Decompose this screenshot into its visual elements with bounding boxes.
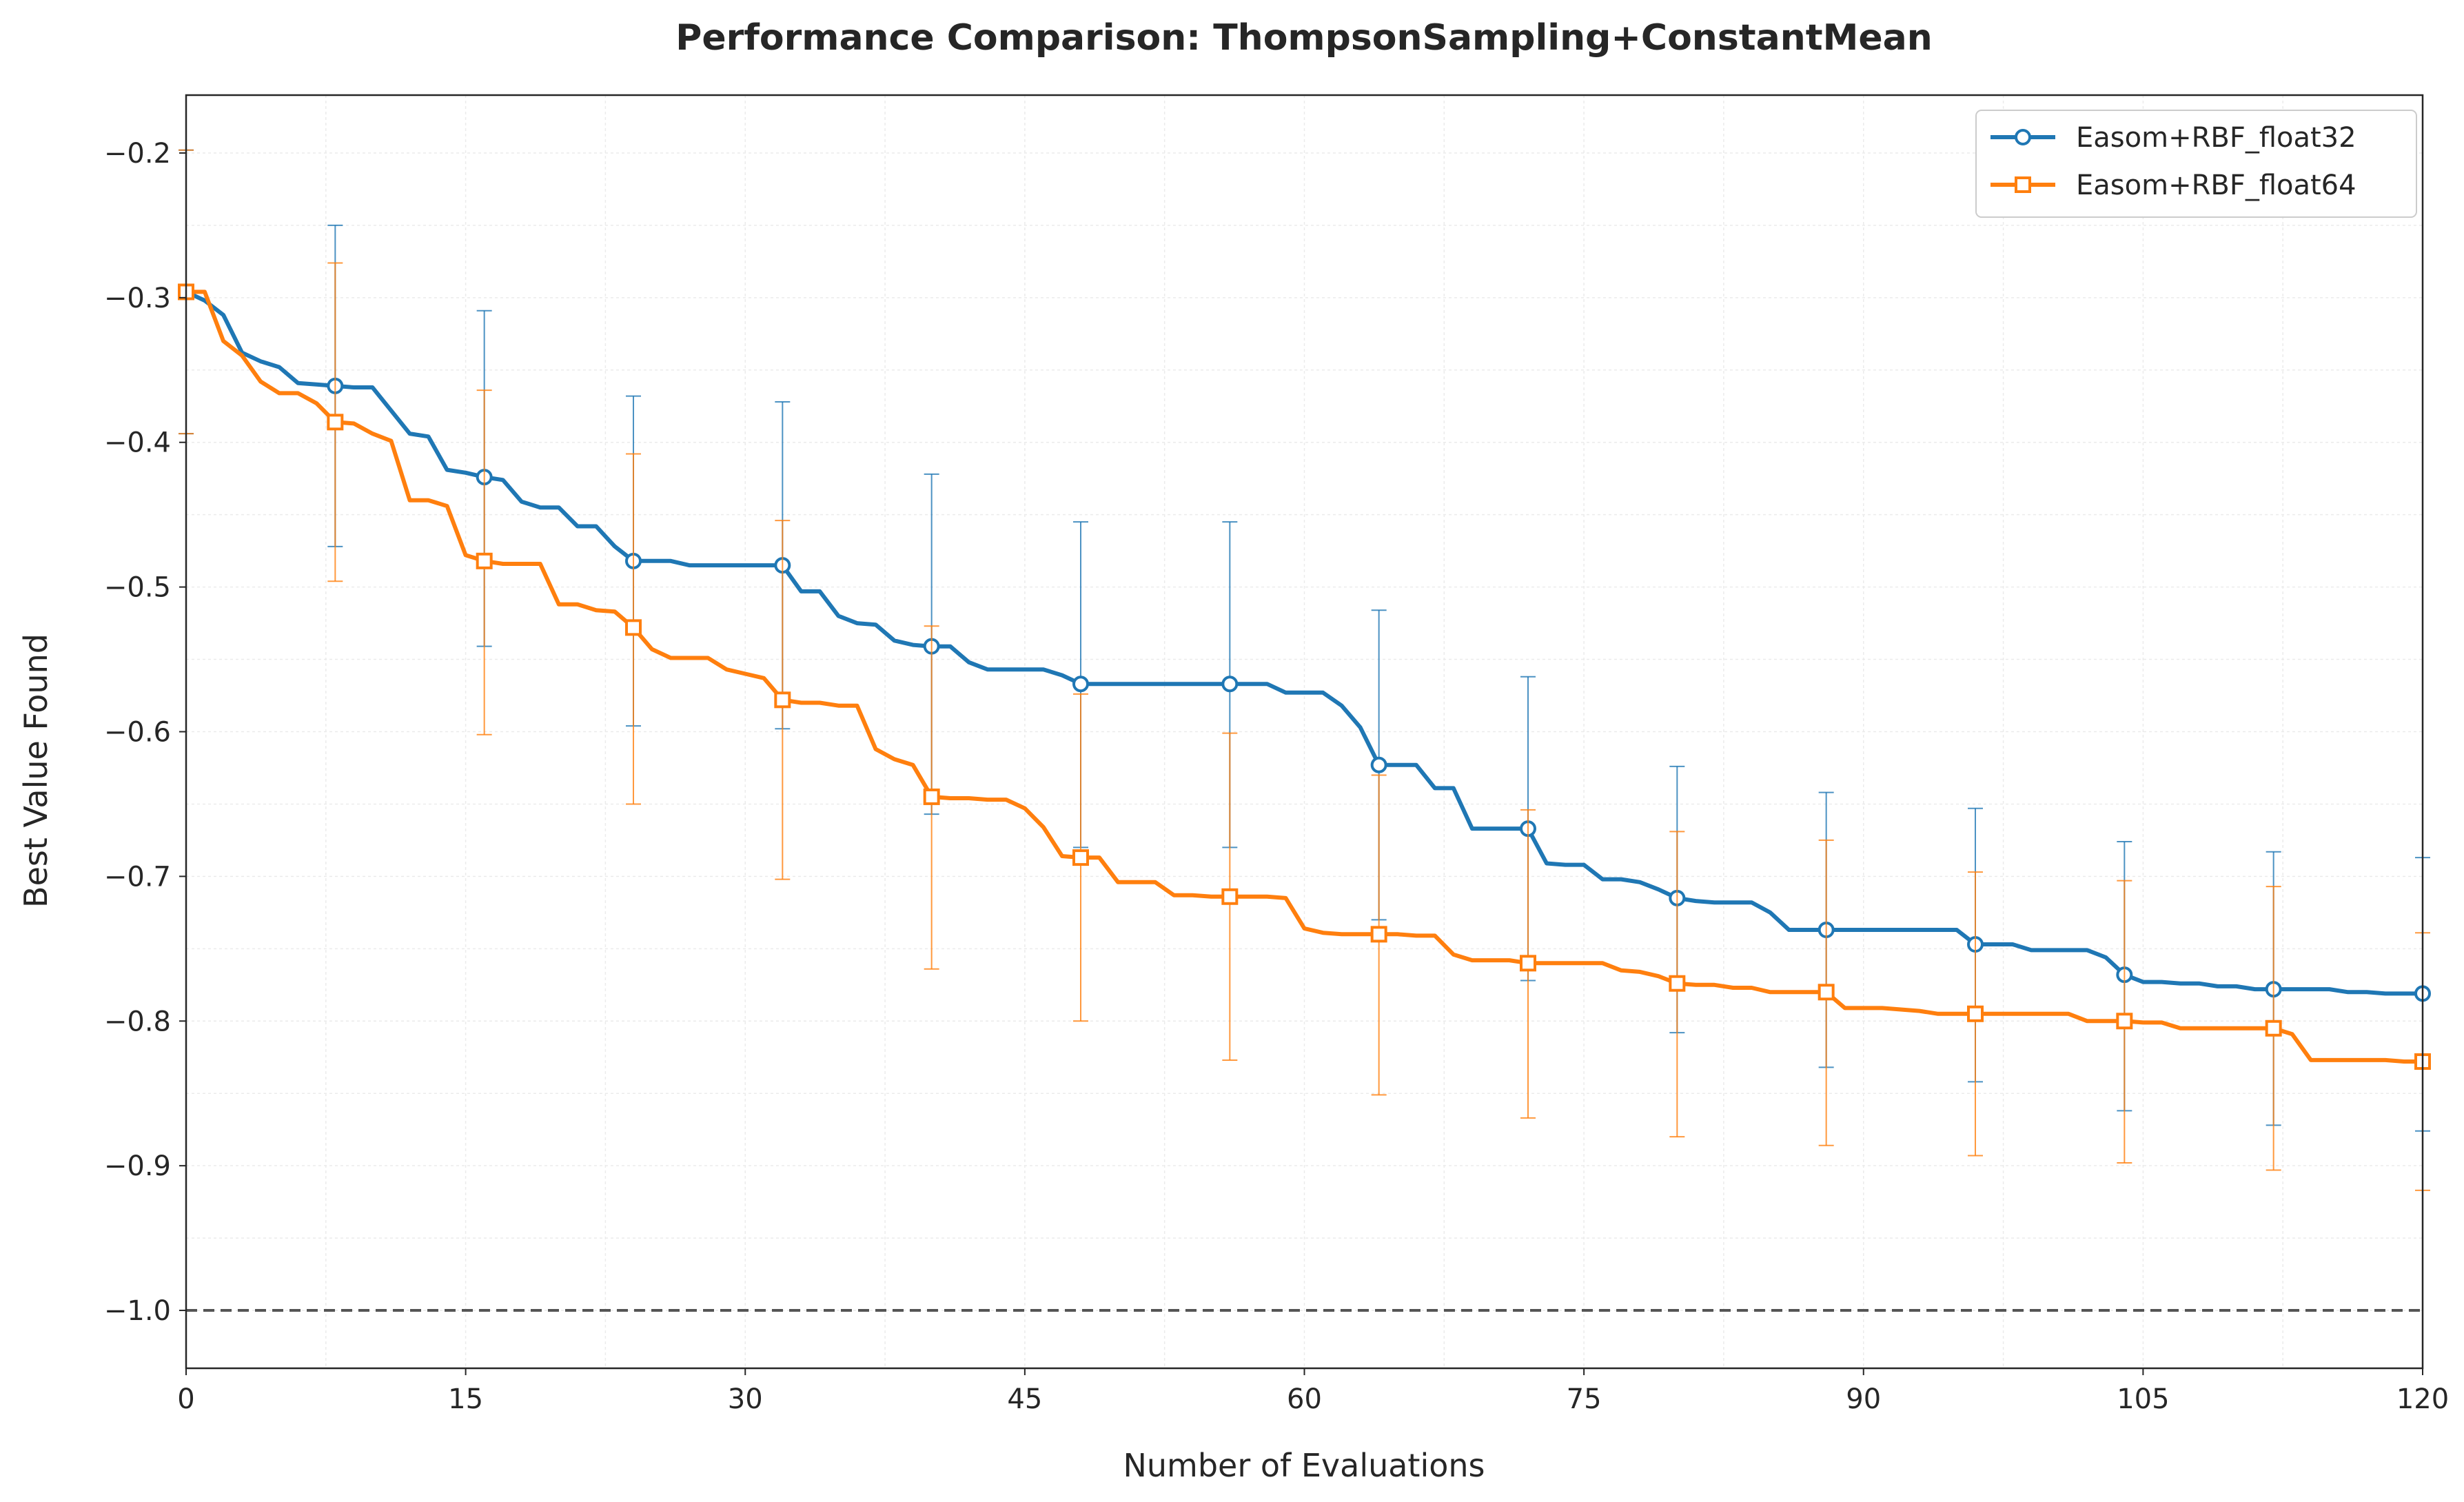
data-point-square bbox=[923, 788, 940, 805]
x-tick-label: 15 bbox=[448, 1383, 483, 1415]
data-point-square bbox=[476, 552, 493, 569]
legend-label-float64: Easom+RBF_float64 bbox=[2076, 170, 2356, 201]
x-axis-ticks: 0 15 30 45 60 75 90 105 120 bbox=[177, 1368, 2449, 1415]
data-point-square bbox=[1818, 984, 1835, 1001]
y-tick-label: −0.7 bbox=[104, 861, 171, 893]
chart-title: Performance Comparison: ThompsonSampling… bbox=[675, 17, 1932, 59]
y-tick-label: −0.8 bbox=[104, 1006, 171, 1037]
y-axis-ticks: −1.0 −0.9 −0.8 −0.7 −0.6 −0.5 −0.4 −0.3 −0.2 bbox=[104, 138, 186, 1327]
y-tick-label: −0.2 bbox=[104, 138, 171, 170]
legend-entry-float64: Easom+RBF_float64 bbox=[1990, 170, 2356, 201]
data-point-square bbox=[1520, 955, 1536, 972]
data-point-square bbox=[1221, 888, 1239, 905]
legend-marker-square bbox=[2015, 176, 2031, 193]
series-line bbox=[186, 290, 2423, 1064]
data-point-square bbox=[1967, 1005, 1984, 1022]
legend-label-float32: Easom+RBF_float32 bbox=[2076, 122, 2356, 154]
y-tick-label: −1.0 bbox=[104, 1295, 171, 1327]
legend-marker-circle bbox=[2015, 129, 2031, 145]
y-tick-label: −0.4 bbox=[104, 427, 171, 459]
y-tick-label: −0.6 bbox=[104, 717, 171, 749]
series-line bbox=[185, 290, 2423, 996]
y-tick-label: −0.5 bbox=[104, 572, 171, 604]
data-point-square bbox=[2265, 1019, 2282, 1037]
x-axis-label: Number of Evaluations bbox=[1123, 1447, 1485, 1484]
data-point-square bbox=[774, 691, 791, 709]
legend-entry-float32: Easom+RBF_float32 bbox=[1990, 122, 2356, 154]
y-tick-label: −0.3 bbox=[104, 283, 171, 314]
data-point-square bbox=[2116, 1013, 2133, 1030]
legend-box bbox=[1975, 110, 2417, 218]
x-tick-label: 75 bbox=[1567, 1383, 1602, 1415]
data-point-circle bbox=[1221, 676, 1239, 693]
x-tick-label: 60 bbox=[1287, 1383, 1322, 1415]
x-tick-label: 105 bbox=[2117, 1383, 2169, 1415]
data-point-square bbox=[625, 619, 642, 636]
y-axis-label: Best Value Found bbox=[17, 633, 54, 908]
x-tick-label: 0 bbox=[177, 1383, 194, 1415]
data-point-square bbox=[1669, 975, 1686, 992]
data-point-square bbox=[1370, 926, 1387, 943]
x-tick-label: 120 bbox=[2396, 1383, 2449, 1415]
data-point-circle bbox=[1072, 676, 1089, 693]
data-point-square bbox=[1072, 849, 1089, 866]
legend: Easom+RBF_float32 Easom+RBF_float64 bbox=[1975, 110, 2417, 218]
y-tick-label: −0.9 bbox=[104, 1150, 171, 1182]
x-tick-label: 90 bbox=[1846, 1383, 1881, 1415]
data-point-circle bbox=[1370, 756, 1387, 773]
x-tick-label: 45 bbox=[1007, 1383, 1042, 1415]
x-tick-label: 30 bbox=[728, 1383, 763, 1415]
data-point-square bbox=[327, 414, 344, 431]
